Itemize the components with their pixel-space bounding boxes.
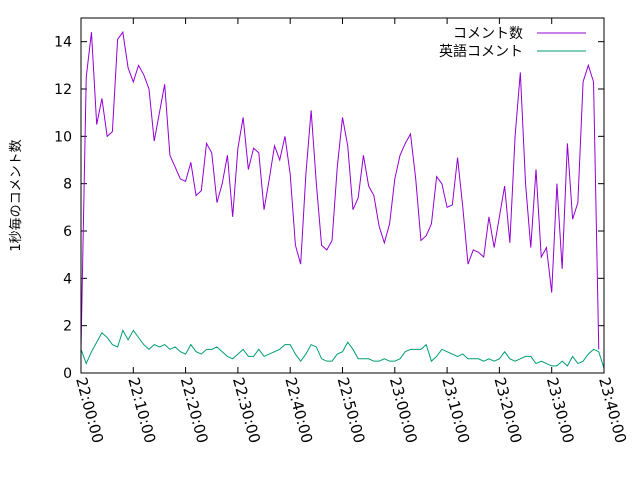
legend-label: 英語コメント bbox=[439, 43, 523, 60]
x-tick-label: 22:30:00 bbox=[229, 375, 264, 445]
y-axis-label: 1秒毎のコメント数 bbox=[8, 139, 24, 251]
x-tick-label: 23:00:00 bbox=[386, 375, 421, 445]
series-line-1 bbox=[80, 329, 605, 369]
series-line-0 bbox=[80, 30, 600, 350]
x-tick-label: 22:20:00 bbox=[177, 375, 212, 445]
y-tick-label: 6 bbox=[63, 224, 72, 240]
x-tick-label: 23:10:00 bbox=[438, 375, 473, 445]
y-tick-label: 8 bbox=[63, 177, 72, 193]
x-tick-label: 23:30:00 bbox=[543, 375, 578, 445]
legend-label: コメント数 bbox=[453, 26, 523, 42]
plot-frame bbox=[80, 17, 605, 374]
x-tick-label: 22:10:00 bbox=[124, 375, 159, 445]
y-tick-label: 12 bbox=[54, 82, 72, 98]
x-tick-label: 22:40:00 bbox=[281, 375, 316, 445]
x-tick-label: 23:40:00 bbox=[595, 375, 630, 445]
x-tick-label: 22:50:00 bbox=[334, 375, 369, 445]
x-tick-label: 23:20:00 bbox=[491, 375, 526, 445]
y-tick-label: 14 bbox=[54, 35, 72, 51]
lines-layer bbox=[80, 30, 605, 369]
y-tick-label: 4 bbox=[63, 271, 72, 287]
x-tick-label: 22:00:00 bbox=[72, 375, 107, 445]
y-tick-label: 0 bbox=[63, 366, 72, 382]
ticks-layer: 0 2 4 6 8 10 12 14 22:00:00 22:10:00 22:20:00 22:30… bbox=[54, 18, 630, 445]
y-tick-label: 10 bbox=[54, 129, 72, 145]
y-tick-label: 2 bbox=[63, 319, 72, 335]
